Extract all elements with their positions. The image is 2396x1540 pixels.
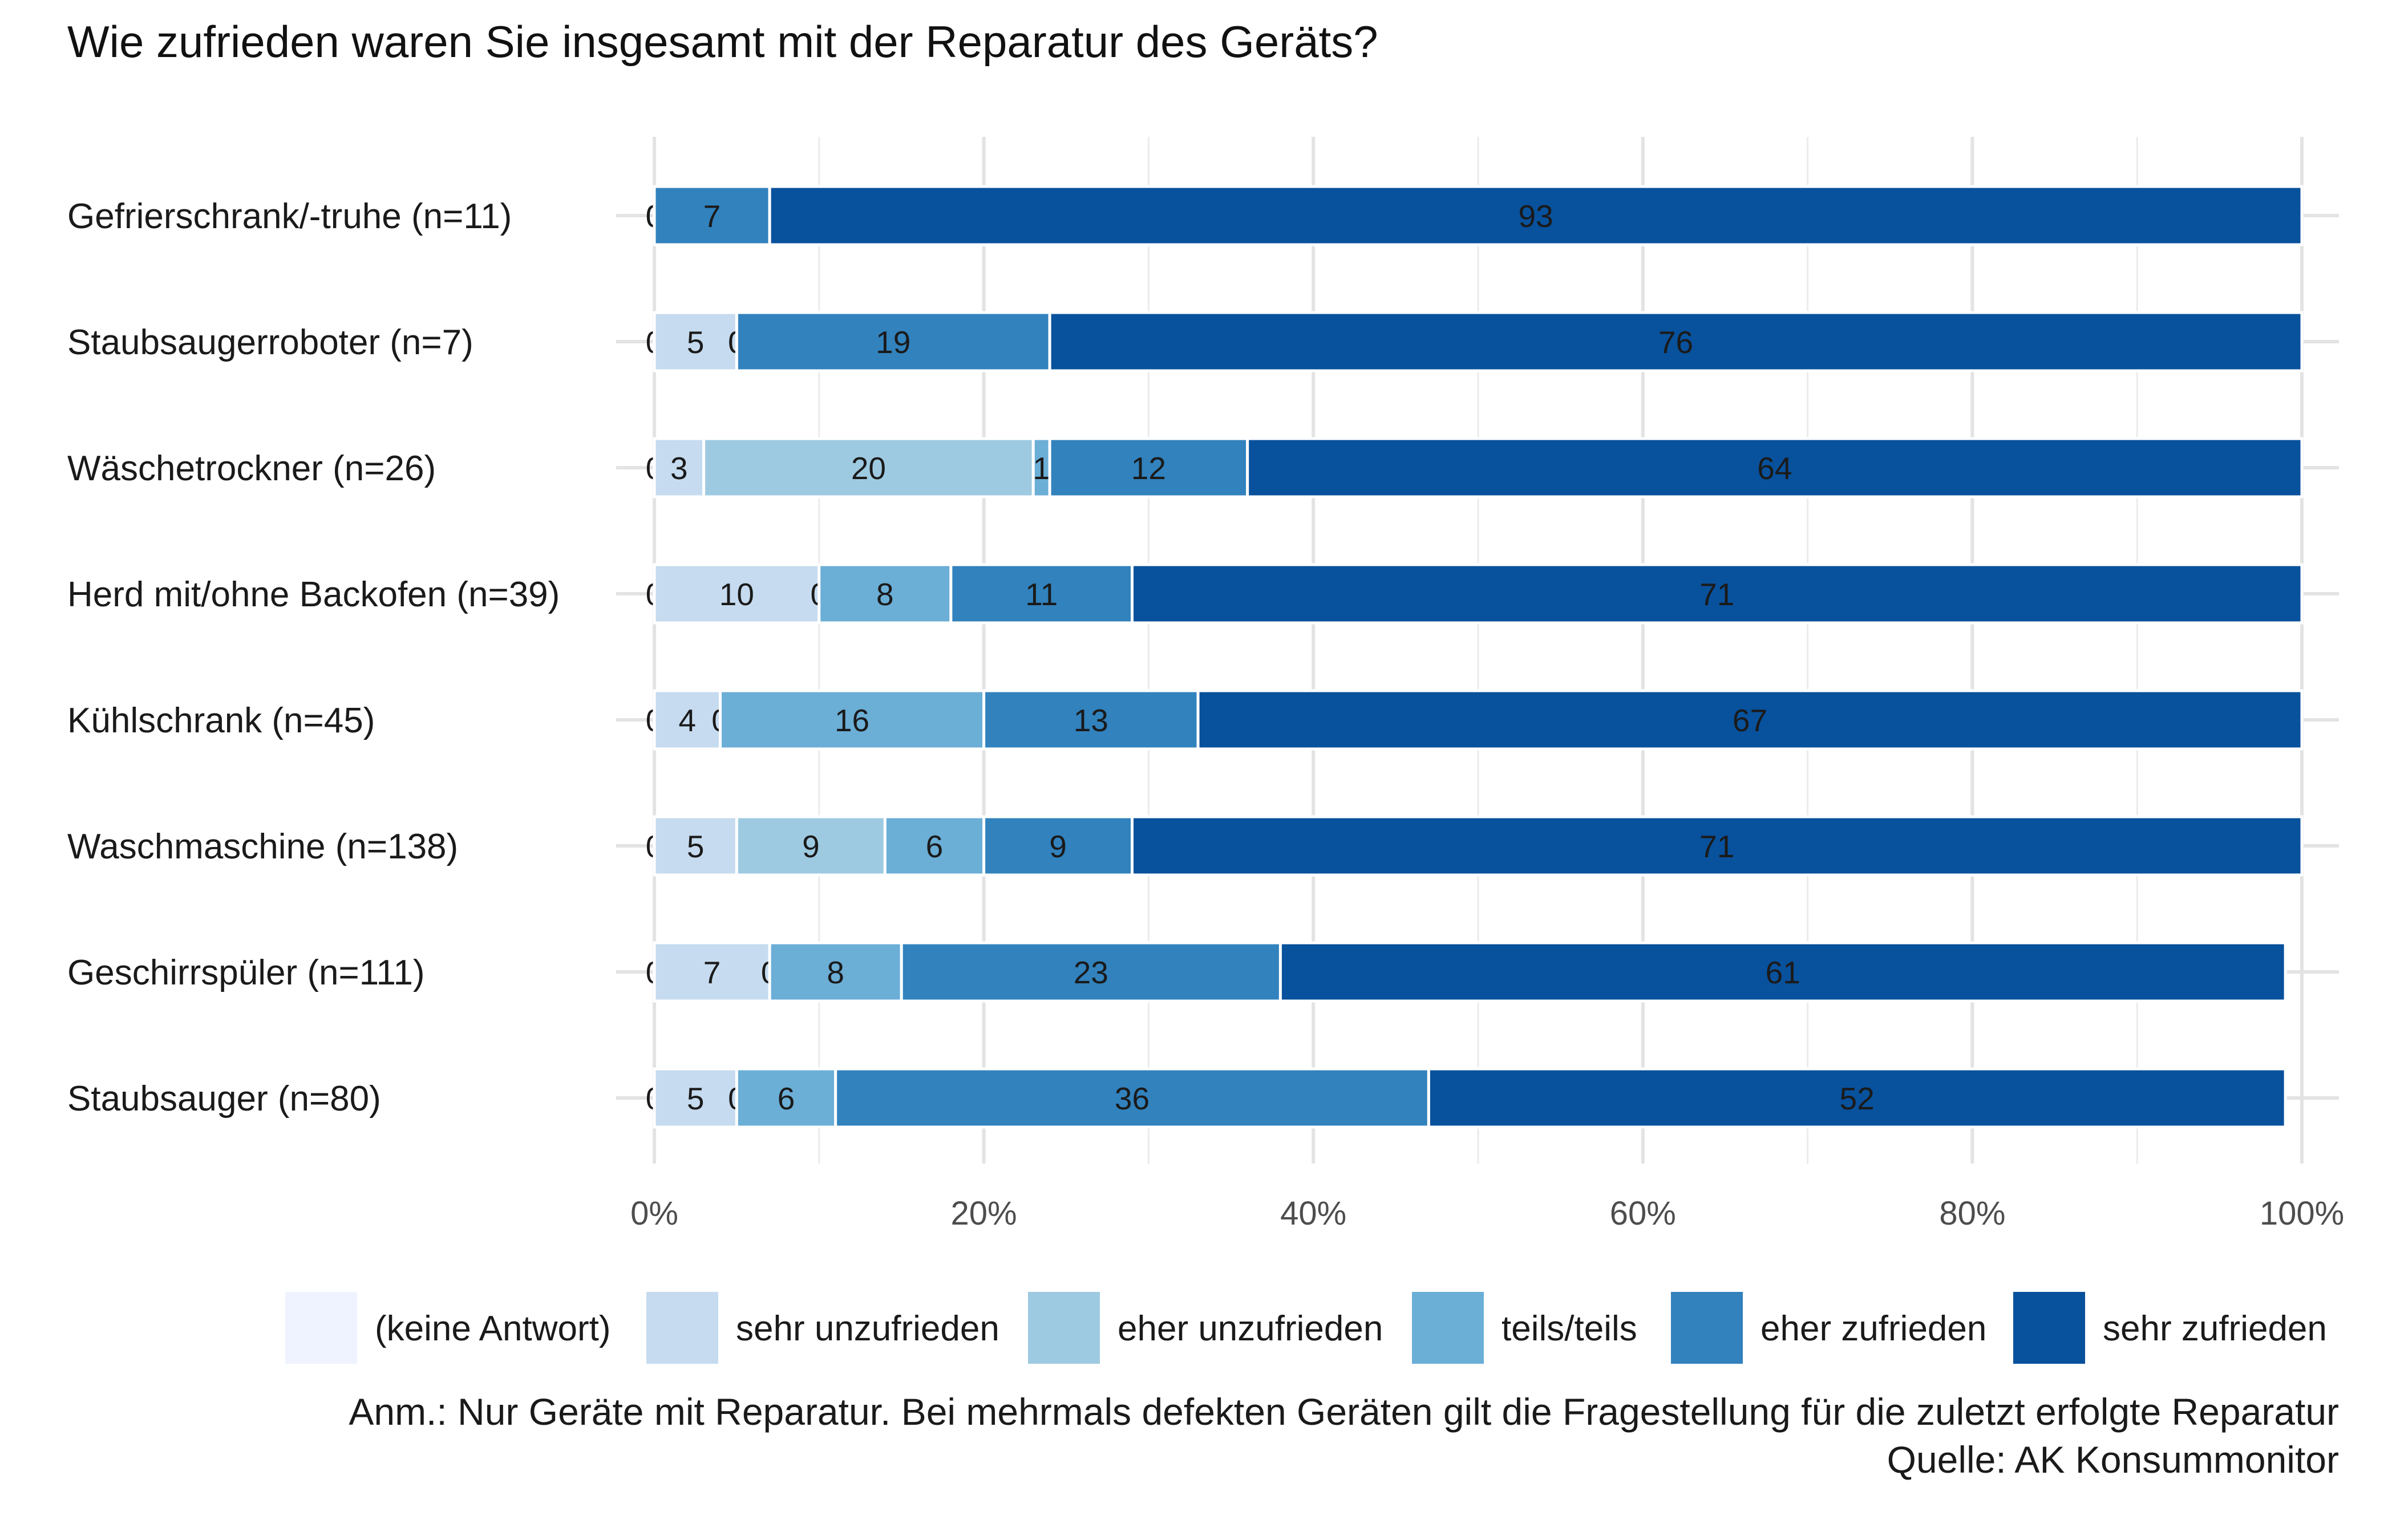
bar-segment	[735, 311, 1051, 372]
x-tick-label: 80%	[1939, 1195, 2005, 1232]
category-label: Wäschetrockner (n=26)	[67, 449, 436, 488]
data-label: 9	[1049, 829, 1067, 864]
data-label: 9	[802, 829, 820, 864]
data-label: 61	[1766, 955, 1800, 990]
data-label: 67	[1733, 703, 1767, 738]
legend-swatch	[285, 1292, 357, 1364]
bar-segment	[653, 689, 722, 751]
bar-segment	[653, 563, 821, 625]
bar-segment	[653, 185, 771, 246]
data-label: 1	[1033, 451, 1050, 486]
legend-label: (keine Antwort)	[375, 1309, 611, 1348]
footnote-source: Quelle: AK Konsummonitor	[1887, 1438, 2339, 1481]
category-labels: Gefrierschrank/-truhe (n=11) Staubsaugerr…	[67, 197, 560, 1118]
bar-segment	[1196, 689, 2304, 751]
bar-segment	[653, 815, 738, 877]
bar-segment	[1048, 311, 2304, 372]
data-label: 11	[1025, 577, 1058, 612]
category-label: Geschirrspüler (n=111)	[67, 953, 425, 992]
category-label: Herd mit/ohne Backofen (n=39)	[67, 575, 560, 614]
legend-label: teils/teils	[1501, 1309, 1637, 1348]
bar-segment	[817, 563, 953, 625]
data-label: 7	[703, 198, 721, 234]
data-label: 8	[827, 955, 844, 990]
bar-segment	[1427, 1067, 2287, 1129]
bar-segment	[1131, 563, 2304, 625]
data-label: 71	[1699, 577, 1734, 612]
category-label: Kühlschrank (n=45)	[67, 701, 375, 740]
data-label: 93	[1518, 198, 1553, 234]
data-label: 5	[687, 1081, 705, 1116]
x-tick-label: 60%	[1610, 1195, 1676, 1232]
data-label: 6	[778, 1081, 795, 1116]
legend: (keine Antwort) sehr unzufrieden eher unzu…	[285, 1292, 2327, 1364]
category-label: Staubsaugerroboter (n=7)	[67, 323, 473, 362]
legend-swatch	[1028, 1292, 1100, 1364]
data-label: 23	[1074, 955, 1108, 990]
data-label: 8	[876, 577, 894, 612]
bars: 0000793050019760320112640100811710401613…	[646, 185, 2304, 1129]
category-label: Staubsauger (n=80)	[67, 1079, 381, 1118]
legend-swatch	[2013, 1292, 2085, 1364]
bar-segment	[982, 689, 1200, 751]
data-label: 4	[678, 703, 696, 738]
bar-segment	[1048, 437, 1249, 499]
bar-segment	[653, 311, 738, 372]
legend-label: eher unzufrieden	[1118, 1309, 1383, 1348]
legend-swatch	[1671, 1292, 1743, 1364]
data-label: 6	[926, 829, 944, 864]
bar-segment	[1278, 941, 2287, 1003]
data-label: 76	[1658, 325, 1693, 360]
data-label: 5	[687, 829, 705, 864]
legend-label: sehr unzufrieden	[736, 1309, 999, 1348]
footnote-note: Anm.: Nur Geräte mit Reparatur. Bei mehr…	[349, 1391, 2339, 1433]
data-label: 7	[703, 955, 721, 990]
bar-segment	[735, 1067, 837, 1129]
bar-segment	[768, 941, 903, 1003]
x-tick-label: 0%	[630, 1195, 678, 1232]
grid	[616, 137, 2339, 1164]
data-label: 64	[1757, 451, 1792, 486]
data-label: 5	[687, 325, 705, 360]
data-label: 36	[1115, 1081, 1150, 1116]
x-tick-label: 100%	[2260, 1195, 2344, 1232]
legend-label: sehr zufrieden	[2103, 1309, 2327, 1348]
category-label: Waschmaschine (n=138)	[67, 827, 458, 866]
bar-segment	[1246, 437, 2304, 499]
category-label: Gefrierschrank/-truhe (n=11)	[67, 197, 512, 236]
bar-segment	[834, 1067, 1430, 1129]
chart-title: Wie zufrieden waren Sie insgesamt mit de…	[67, 17, 1378, 67]
legend-swatch	[646, 1292, 718, 1364]
data-label: 52	[1840, 1081, 1875, 1116]
x-axis: 0% 20% 40% 60% 80% 100%	[630, 1195, 2344, 1232]
data-label: 12	[1131, 451, 1166, 486]
bar-segment	[900, 941, 1282, 1003]
x-tick-label: 40%	[1280, 1195, 1346, 1232]
bar-segment	[735, 815, 887, 877]
data-label: 16	[835, 703, 869, 738]
data-label: 20	[851, 451, 886, 486]
legend-label: eher zufrieden	[1760, 1309, 1986, 1348]
data-label: 13	[1074, 703, 1108, 738]
data-label: 71	[1699, 829, 1734, 864]
bar-segment	[653, 941, 771, 1003]
bar-segment	[883, 815, 986, 877]
legend-swatch	[1412, 1292, 1484, 1364]
data-label: 19	[876, 325, 910, 360]
data-label: 10	[719, 577, 754, 612]
x-tick-label: 20%	[951, 1195, 1017, 1232]
bar-segment	[768, 185, 2304, 246]
bar-segment	[1131, 815, 2304, 877]
data-label: 3	[670, 451, 688, 486]
